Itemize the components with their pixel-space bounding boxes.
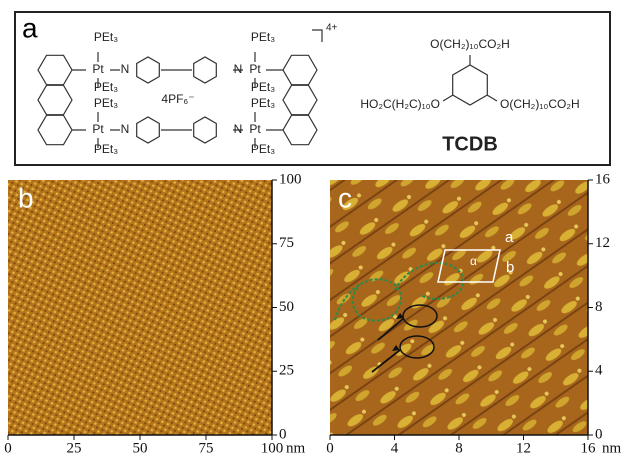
ligand-label: PEt₃ [94,142,118,156]
nitrogen-label: N [121,122,130,136]
metal-label: Pt [92,62,104,76]
y-tick-label: 4 [595,363,603,379]
x-tick-label: 16 [581,440,597,456]
x-tick-label: 4 [391,440,399,456]
ring [283,85,317,114]
metal-label: Pt [249,62,261,76]
ligand-label: PEt₃ [251,142,275,156]
nitrogen-label: N [234,62,243,76]
panel-label: b [18,182,34,213]
metal-label: Pt [92,122,104,136]
cell-label: a [505,229,514,246]
cell-label: b [506,259,514,276]
ring [283,115,317,144]
y-tick-label: 16 [595,171,611,187]
cell-label: α [470,254,477,268]
stm-image-c [330,180,588,435]
x-tick-label: 0 [326,440,334,456]
ligand-label: PEt₃ [94,30,118,44]
ligand-label: PEt₃ [94,80,118,94]
metal-label: Pt [249,122,261,136]
x-tick-label: 100 [261,440,284,456]
substituent: O(CH₂)₁₀CO₂H [500,97,580,111]
y-tick-label: 25 [279,363,294,379]
substituent: O(CH₂)₁₀CO₂H [430,37,510,51]
panel-label: c [338,182,352,213]
ligand-label: PEt₃ [251,30,275,44]
structures: PEt₃ PEt₃ PEt₃ PEt₃ PEt₃ PEt₃ PEt₃ PEt₃ Pt Pt Pt Pt… [38,23,580,157]
bond [443,55,497,101]
axis-unit: nm [286,440,306,456]
ligand-label: PEt₃ [251,80,275,94]
ring [453,65,488,105]
substituent: HO₂C(H₂C)₁₀O [360,97,440,111]
y-tick-label: 50 [279,299,294,315]
x-tick-label: 0 [4,440,12,456]
y-tick-label: 100 [279,171,302,187]
charge: 4+ [326,23,338,34]
ring [283,55,317,84]
figure: a PEt₃ PEt₃ PEt₃ PEt₃ PEt₃ PEt₃ PEt₃ PEt₃ Pt Pt Pt… [0,0,626,458]
y-tick-label: 12 [595,235,610,251]
compound-name: TCDB [442,133,498,155]
counterion: 4PF₆⁻ [161,92,194,106]
ring [137,57,160,83]
y-tick-label: 75 [279,235,294,251]
ring [38,85,72,114]
stm-image-b [8,180,272,435]
nitrogen-label: N [121,62,130,76]
x-tick-label: 12 [516,440,531,456]
y-tick-label: 8 [595,299,603,315]
x-tick-label: 50 [133,440,148,456]
axis-unit: nm [602,440,622,456]
ring [194,57,217,83]
x-tick-label: 8 [455,440,463,456]
ligand-label: PEt₃ [251,96,275,110]
ring [38,55,72,84]
x-tick-label: 25 [67,440,82,456]
ligand-label: PEt₃ [94,96,118,110]
panel-label: a [22,12,38,43]
nitrogen-label: N [234,122,243,136]
x-tick-label: 75 [199,440,214,456]
ring [38,115,72,144]
bracket [312,30,322,42]
ring [194,117,217,143]
ring [137,117,160,143]
